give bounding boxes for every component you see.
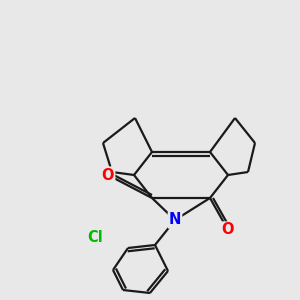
Text: O: O xyxy=(102,167,114,182)
Text: N: N xyxy=(169,212,181,227)
Text: O: O xyxy=(222,223,234,238)
Text: Cl: Cl xyxy=(87,230,103,245)
